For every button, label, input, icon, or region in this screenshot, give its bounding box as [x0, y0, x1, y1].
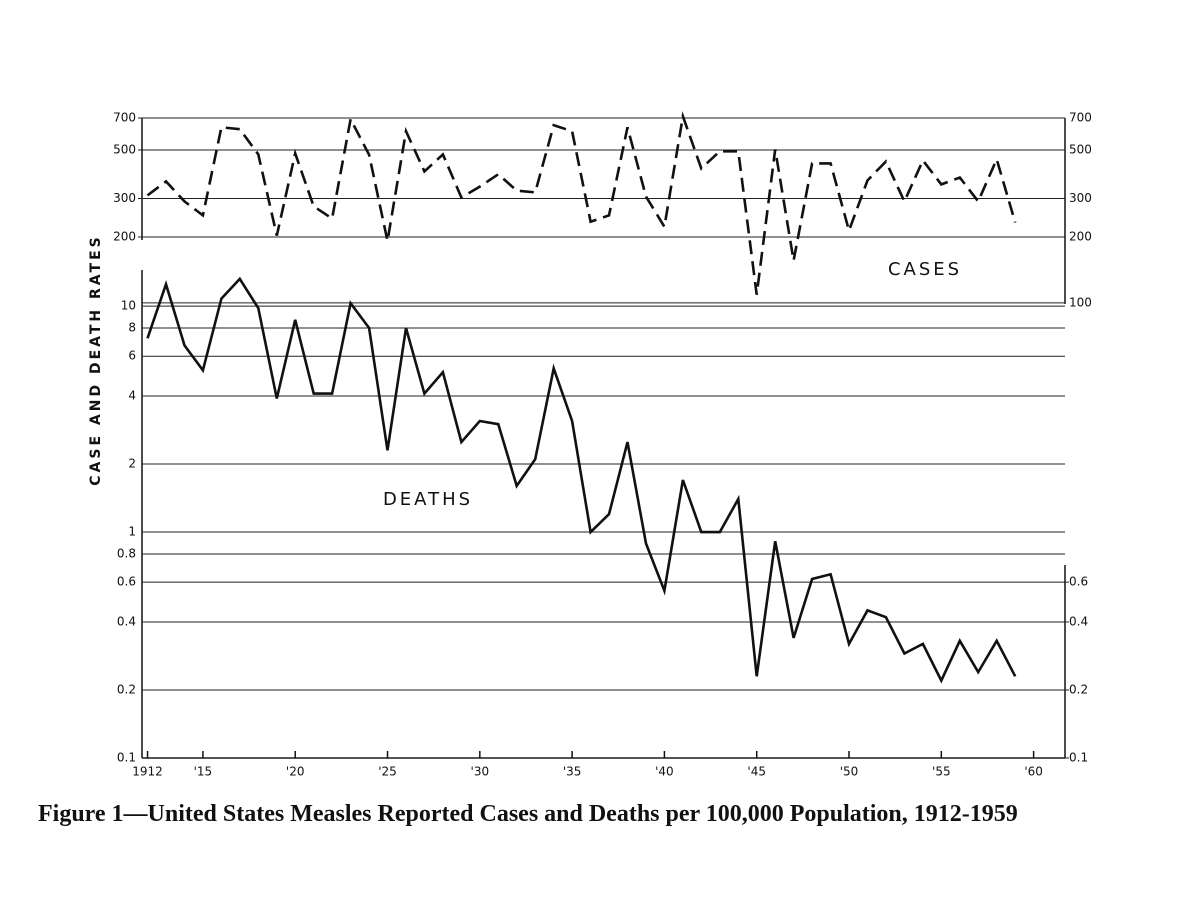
- y-tick-label: 1: [128, 525, 136, 539]
- y-tick-label: 500: [113, 142, 136, 156]
- y-tick-label-right: 0.4: [1069, 614, 1088, 628]
- x-tick-label: '40: [655, 765, 674, 779]
- y-tick-label-right: 700: [1069, 111, 1092, 125]
- x-tick-label: '15: [194, 765, 213, 779]
- y-tick-label-right: 0.1: [1069, 751, 1088, 765]
- y-tick-label: 8: [128, 321, 136, 335]
- y-tick-label: 0.1: [117, 751, 136, 765]
- y-tick-label: 6: [128, 349, 136, 363]
- y-tick-label: 4: [128, 389, 136, 403]
- y-tick-label-right: 200: [1069, 230, 1092, 244]
- deaths-annotation: DEATHS: [383, 489, 473, 510]
- y-tick-label-right: 0.2: [1069, 682, 1088, 696]
- y-tick-label: 300: [113, 191, 136, 205]
- y-tick-label-right: 100: [1069, 295, 1092, 309]
- y-tick-label: 0.2: [117, 682, 136, 696]
- x-tick-label: '50: [840, 765, 859, 779]
- x-tick-label: '20: [286, 765, 305, 779]
- y-tick-label: 0.4: [117, 614, 136, 628]
- x-tick-label: '25: [378, 765, 397, 779]
- y-tick-label: 0.6: [117, 575, 136, 589]
- x-tick-label: '30: [471, 765, 490, 779]
- y-tick-label-right: 300: [1069, 191, 1092, 205]
- x-tick-label: 1912: [132, 765, 163, 779]
- y-tick-label-right: 0.6: [1069, 575, 1088, 589]
- caption: Figure 1—United States Measles Reported …: [38, 801, 1018, 827]
- y-tick-label: 10: [121, 299, 136, 313]
- y-tick-label: 700: [113, 111, 136, 125]
- cases-annotation: CASES: [888, 259, 962, 280]
- chart: CASE AND DEATH RATES CASES DEATHS 0.1 0.2…: [88, 111, 1092, 779]
- y-tick-label: 200: [113, 230, 136, 244]
- y-tick-label: 2: [128, 457, 136, 471]
- x-tick-label: '35: [563, 765, 582, 779]
- x-tick-label: '45: [747, 765, 766, 779]
- x-tick-label: '60: [1024, 765, 1043, 779]
- series-line: [146, 111, 1017, 295]
- y-tick-label-right: 500: [1069, 142, 1092, 156]
- series-line: [146, 276, 1017, 684]
- y-tick-label: 0.8: [117, 546, 136, 560]
- x-tick-label: '55: [932, 765, 951, 779]
- y-axis-label: CASE AND DEATH RATES: [88, 234, 104, 485]
